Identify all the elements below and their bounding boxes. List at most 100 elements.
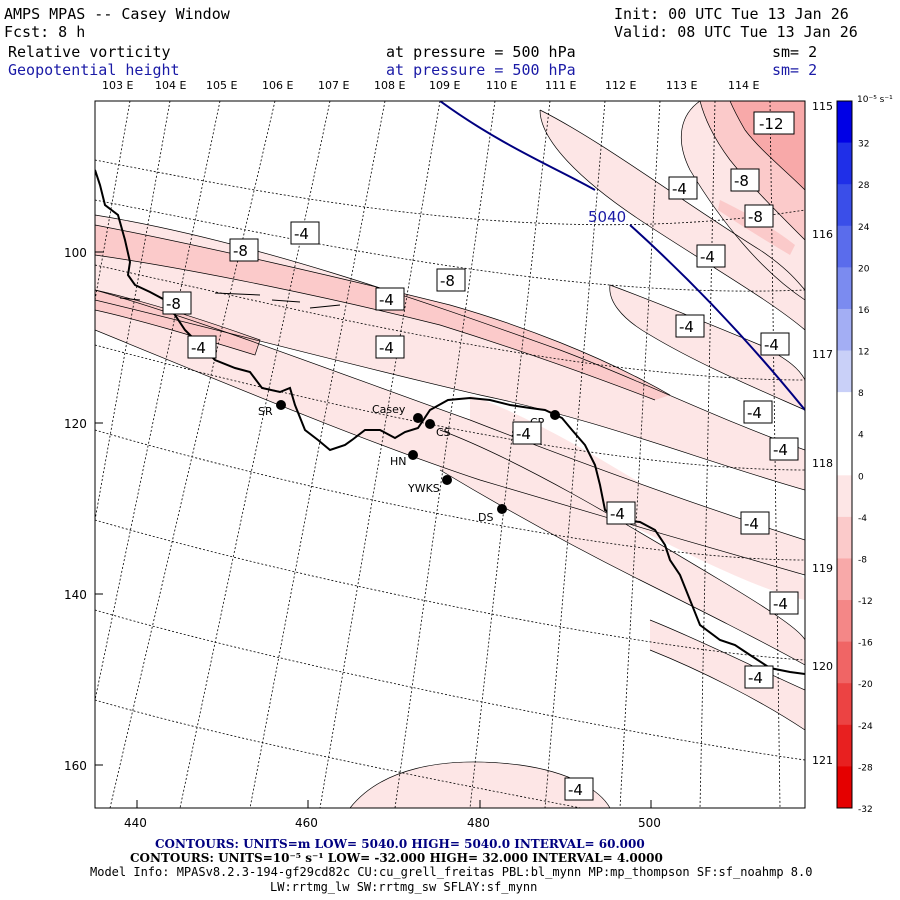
colorbar-tick-label: -4 [858, 514, 867, 524]
y-tick-label: 160 [64, 759, 87, 773]
small-contour-fragments [119, 292, 341, 309]
lon-label: 111 E [545, 79, 576, 92]
colorbar-swatch [837, 308, 852, 352]
contour-label: -8 [436, 268, 466, 292]
init-time: Init: 00 UTC Tue 13 Jan 26 [614, 5, 849, 23]
colorbar-swatch [837, 392, 852, 435]
lon-label: 114 E [728, 79, 759, 92]
station-label-hn: HN [390, 455, 407, 468]
colorbar-tick-label: 24 [858, 223, 870, 233]
forecast-hour: Fcst: 8 h [4, 23, 86, 41]
colorbar-tick-label: 8 [858, 389, 864, 399]
contour-label: -4 [375, 287, 405, 311]
station-label-sr: SR [258, 405, 273, 418]
height-contour-5040 [439, 101, 805, 411]
contour-label: -4 [606, 501, 636, 525]
colorbar-swatch [837, 142, 852, 185]
lon-label: 109 E [429, 79, 460, 92]
svg-text:-8: -8 [734, 172, 749, 190]
colorbar-swatch [837, 433, 852, 476]
station-dot-ywks[interactable] [442, 475, 452, 485]
contour-label: -4 [743, 400, 773, 424]
contour-label: -4 [564, 777, 594, 801]
colorbar-swatch [837, 600, 852, 643]
station-dot-cp[interactable] [550, 410, 560, 420]
contour-labels: -12 -8 -8 -4 -4 -8 -8 -8 -4 -4 -4 -4 -4 … [162, 111, 799, 801]
field2-smooth: sm= 2 [772, 61, 818, 79]
colorbar-swatch [837, 101, 852, 144]
svg-text:-4: -4 [679, 318, 694, 336]
station-dot-casey[interactable] [413, 413, 423, 423]
svg-text:-4: -4 [700, 248, 715, 266]
x-tick-label: 500 [638, 816, 661, 830]
colorbar-tick-label: -28 [858, 763, 873, 773]
contour-label: -4 [290, 221, 320, 245]
contour-label: -4 [668, 176, 698, 200]
station-dot-sr[interactable] [276, 400, 286, 410]
right-lon-label: 120 E [812, 660, 843, 673]
right-lon-label: 119 E [812, 562, 843, 575]
x-tick-label: 440 [124, 816, 147, 830]
contour-label: -4 [740, 511, 770, 535]
axis-ticks [95, 251, 652, 808]
contour-label: -8 [730, 168, 760, 192]
colorbar-swatch [837, 766, 852, 809]
colorbar: 32 28 24 20 16 12 8 4 0 -4 -8 -12 -16 -20 -24 -28 -32 [836, 100, 873, 815]
colorbar-tick-label: 20 [858, 264, 870, 274]
colorbar-swatch [837, 475, 852, 518]
colorbar-swatch [837, 184, 852, 227]
station-label-casey: Casey [372, 403, 406, 416]
svg-text:-8: -8 [748, 208, 763, 226]
lon-label: 112 E [605, 79, 636, 92]
lon-label: 106 E [262, 79, 293, 92]
colorbar-swatch [837, 724, 852, 767]
lon-label: 113 E [666, 79, 697, 92]
right-lon-label: 117 E [812, 348, 843, 361]
colorbar-tick-label: -8 [858, 555, 867, 565]
field2-name: Geopotential height [8, 61, 180, 79]
contour-label: -4 [696, 244, 726, 268]
vorticity-shading [95, 101, 805, 808]
lon-label: 104 E [155, 79, 186, 92]
contour-label: -4 [675, 314, 705, 338]
contour-label: -4 [760, 332, 790, 356]
contour-label: -4 [512, 421, 542, 445]
svg-text:-4: -4 [379, 291, 394, 309]
svg-text:-4: -4 [764, 336, 779, 354]
station-dot-cs[interactable] [425, 419, 435, 429]
station-label-ds: DS [478, 511, 493, 524]
svg-text:-12: -12 [759, 115, 784, 133]
station-dot-hn[interactable] [408, 450, 418, 460]
colorbar-swatch [837, 683, 852, 726]
height-contour-label: 5040 [588, 208, 626, 226]
lon-label: 107 E [318, 79, 349, 92]
svg-text:-4: -4 [379, 339, 394, 357]
field1-level: at pressure = 500 hPa [386, 43, 576, 61]
right-lon-label: 116 E [812, 228, 843, 241]
station-dot-ds[interactable] [497, 504, 507, 514]
svg-text:-4: -4 [610, 505, 625, 523]
svg-text:-4: -4 [294, 225, 309, 243]
colorbar-tick-label: 12 [858, 348, 869, 358]
colorbar-tick-label: -32 [858, 805, 873, 815]
svg-text:-8: -8 [440, 272, 455, 290]
contour-label: -4 [769, 437, 799, 461]
svg-text:-4: -4 [191, 339, 206, 357]
field2-level: at pressure = 500 hPa [386, 61, 576, 79]
colorbar-tick-label: -16 [858, 639, 873, 649]
colorbar-swatch [837, 267, 852, 310]
longitude-labels: 103 E 104 E 105 E 106 E 107 E 108 E 109 … [102, 79, 759, 92]
model-info: Model Info: MPASv8.2.3-194-gf29cd82c CU:… [90, 865, 813, 879]
colorbar-swatch [837, 350, 852, 393]
y-tick-label: 100 [64, 246, 87, 260]
contour-label: -8 [162, 291, 192, 315]
svg-text:-4: -4 [516, 425, 531, 443]
colorbar-tick-label: 32 [858, 140, 869, 150]
colorbar-swatch [837, 558, 852, 601]
field1-smooth: sm= 2 [772, 43, 818, 61]
lon-label: 105 E [206, 79, 237, 92]
field1-name: Relative vorticity [8, 43, 171, 61]
x-tick-label: 480 [467, 816, 490, 830]
right-lon-label: 115 E [812, 100, 843, 113]
